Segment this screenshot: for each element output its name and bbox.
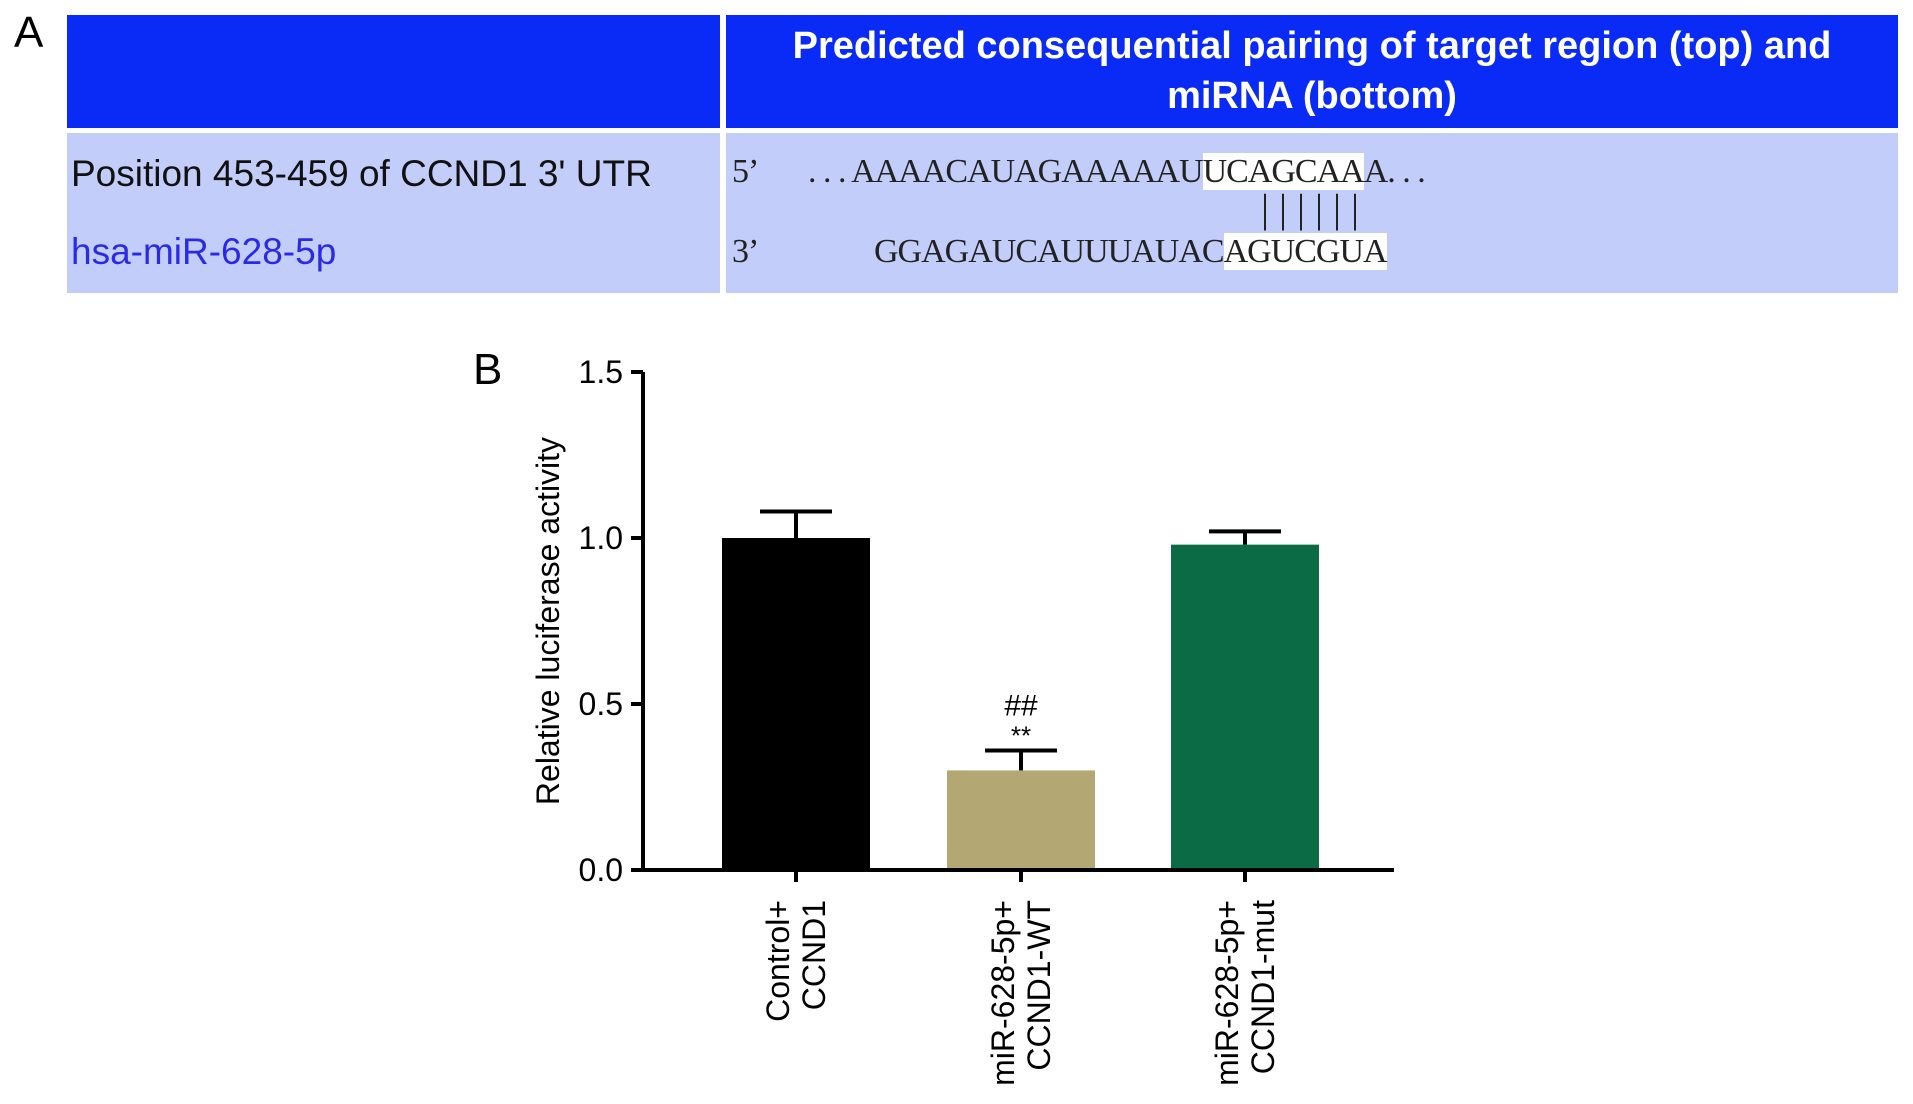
target-seq-post: A. . . xyxy=(1363,153,1426,190)
bar xyxy=(947,770,1095,870)
target-sequence: . . . AAAACAUAGAAAAAUUCAGCAAA. . . xyxy=(808,153,1426,191)
target-seq-pre: . . . AAAACAUAGAAAAAU xyxy=(808,153,1204,190)
x-tick-label: miR-628-5p+ xyxy=(1209,900,1245,1086)
target-label: Position 453-459 of CCND1 3' UTR xyxy=(71,153,652,194)
pairing-table: Predicted consequential pairing of targe… xyxy=(67,15,1898,293)
x-tick-label: CCND1 xyxy=(796,900,832,1010)
y-tick-label: 0.5 xyxy=(579,686,623,722)
y-tick-label: 1.0 xyxy=(579,520,623,556)
labels-cell: Position 453-459 of CCND1 3' UTR hsa-miR… xyxy=(67,133,720,293)
bar xyxy=(1171,544,1319,870)
target-seed: UCAGCAA xyxy=(1202,153,1365,190)
x-tick-label: miR-628-5p+ xyxy=(985,900,1021,1086)
panel-b-label: B xyxy=(473,345,503,394)
significance-hash: ## xyxy=(1004,689,1038,722)
pairing-lines: |||||| xyxy=(1261,186,1370,231)
x-tick-label: CCND1-WT xyxy=(1021,900,1057,1071)
mirna-seq-pre: GGAGAUCAUUUAUAC xyxy=(874,233,1225,270)
bar xyxy=(722,538,870,870)
mirna-prime: 3’ xyxy=(732,233,759,270)
mirna-seed: AGUCGUA xyxy=(1223,233,1388,270)
x-tick-label: Control+ xyxy=(760,900,796,1022)
y-axis-label: Relative luciferase activity xyxy=(530,437,566,805)
sequence-cell: 5’ . . . AAAACAUAGAAAAAUUCAGCAAA. . . ||… xyxy=(726,133,1898,293)
target-prime: 5’ xyxy=(732,153,759,190)
mirna-sequence: GGAGAUCAUUUAUACAGUCGUA xyxy=(874,233,1388,271)
y-tick-label: 1.5 xyxy=(579,354,623,390)
x-tick-label: CCND1-mut xyxy=(1245,900,1281,1074)
significance-stars: ** xyxy=(1011,720,1031,750)
mirna-label: hsa-miR-628-5p xyxy=(71,231,337,272)
y-tick-label: 0.0 xyxy=(579,852,623,888)
panel-a-label: A xyxy=(14,8,44,57)
table-header-empty xyxy=(67,15,720,128)
table-header: Predicted consequential pairing of targe… xyxy=(726,15,1898,128)
